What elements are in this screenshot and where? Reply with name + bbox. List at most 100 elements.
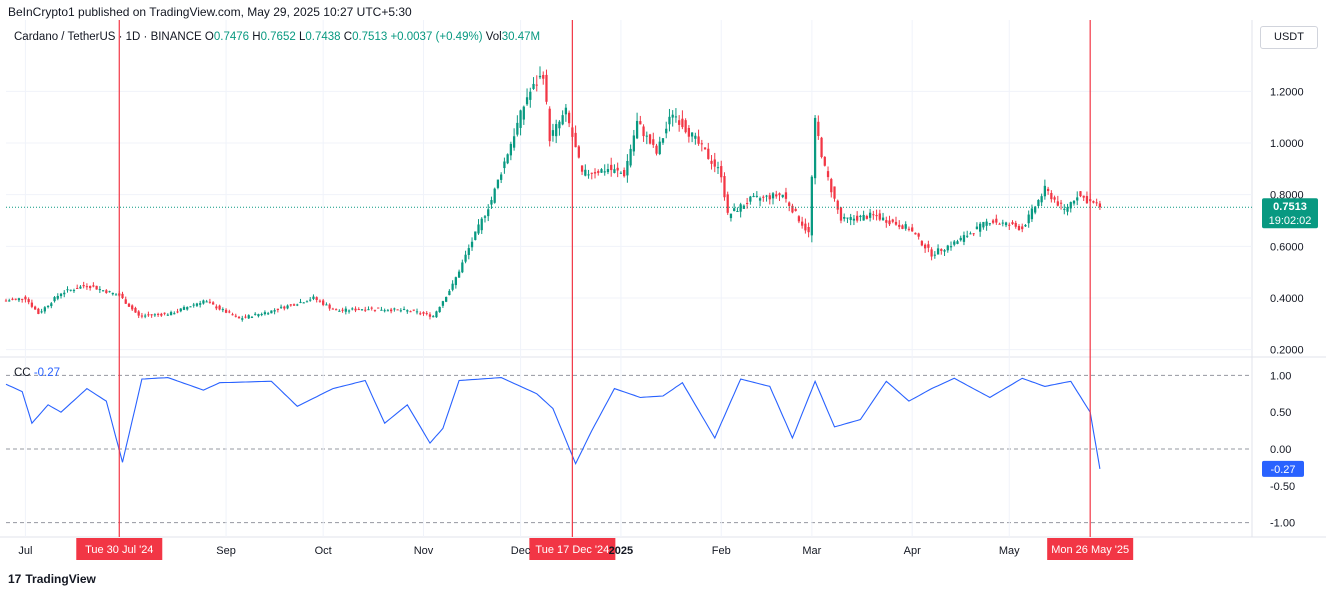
candle [315, 296, 318, 303]
marker-label: Tue 17 Dec '24 [535, 544, 609, 556]
candle [354, 306, 357, 313]
candle [4, 298, 8, 302]
candle [755, 191, 758, 198]
candle [713, 152, 716, 173]
candle [626, 154, 629, 183]
candle [933, 251, 936, 259]
candle [1001, 219, 1004, 227]
candle [758, 196, 762, 207]
candle [1043, 179, 1047, 200]
candle [144, 313, 147, 319]
candle [422, 311, 425, 316]
candle [202, 299, 205, 305]
candle [124, 296, 127, 305]
candle [438, 306, 441, 313]
candle [334, 308, 338, 311]
candle [1072, 200, 1076, 206]
time-tick-label: Sep [216, 545, 236, 557]
candle [50, 301, 53, 309]
candle [972, 233, 975, 237]
time-tick-label: Feb [712, 545, 731, 557]
candle [988, 222, 991, 226]
candle [140, 312, 144, 319]
candle [658, 136, 661, 156]
candle [448, 289, 451, 296]
candle [949, 241, 953, 251]
candle [872, 210, 875, 220]
candle [655, 143, 658, 156]
candle [406, 309, 409, 314]
time-tick-label: Mar [802, 545, 821, 557]
candle [247, 314, 250, 320]
candle [173, 311, 176, 315]
candle [813, 115, 817, 185]
candle [852, 215, 856, 226]
candle [529, 87, 532, 108]
candle [257, 313, 260, 318]
candle [555, 119, 558, 144]
candle [1079, 191, 1082, 198]
close-value: 0.7513 [352, 31, 388, 43]
candle [59, 292, 63, 299]
candle [299, 298, 302, 304]
candle [509, 141, 513, 161]
candle [516, 115, 519, 137]
cc-line [5, 377, 1101, 469]
candle [629, 144, 632, 168]
candle [92, 282, 95, 288]
candle [1056, 195, 1059, 207]
candle [891, 218, 894, 224]
candle [1053, 195, 1056, 203]
currency-button[interactable]: USDT [1260, 26, 1318, 49]
candle [522, 105, 525, 125]
candle [904, 221, 907, 231]
candle [389, 307, 393, 314]
candle [53, 296, 56, 303]
candle [211, 301, 215, 305]
candle [901, 224, 904, 230]
last-price-badge: 0.7513 19:02:02 [1262, 198, 1318, 229]
open-label: O [204, 31, 214, 43]
candle [134, 306, 137, 313]
candle [697, 129, 700, 146]
candle [894, 216, 898, 226]
candle [975, 222, 979, 230]
candle [923, 243, 927, 253]
candle [833, 186, 836, 202]
candle [849, 213, 852, 226]
candle [419, 311, 422, 316]
candle [778, 192, 781, 201]
candle [846, 217, 849, 224]
candle [46, 305, 50, 309]
candle [234, 313, 237, 318]
candle [153, 313, 157, 317]
candle [160, 312, 163, 317]
candle [250, 315, 254, 319]
candle [545, 69, 548, 105]
high-value: 0.7652 [260, 31, 296, 43]
candle [878, 209, 881, 222]
candle [347, 309, 351, 314]
candle [791, 203, 794, 214]
candle [286, 304, 289, 310]
candle [305, 300, 309, 303]
candle [182, 305, 186, 311]
candle [8, 298, 11, 302]
publisher-line: BeInCrypto1 published on TradingView.com… [8, 5, 412, 19]
cc-indicator [5, 377, 1101, 469]
candle [956, 239, 959, 245]
candle [283, 305, 286, 311]
time-tick-label: May [999, 545, 1020, 557]
candle [1021, 223, 1024, 233]
candle [810, 175, 813, 243]
candle [574, 125, 577, 148]
low-label: L [298, 31, 306, 43]
candle [584, 164, 587, 177]
candle [108, 290, 111, 293]
candle [1085, 191, 1089, 204]
candle [1027, 210, 1030, 228]
candle [920, 240, 924, 247]
candle [577, 145, 580, 159]
candle [14, 298, 17, 301]
